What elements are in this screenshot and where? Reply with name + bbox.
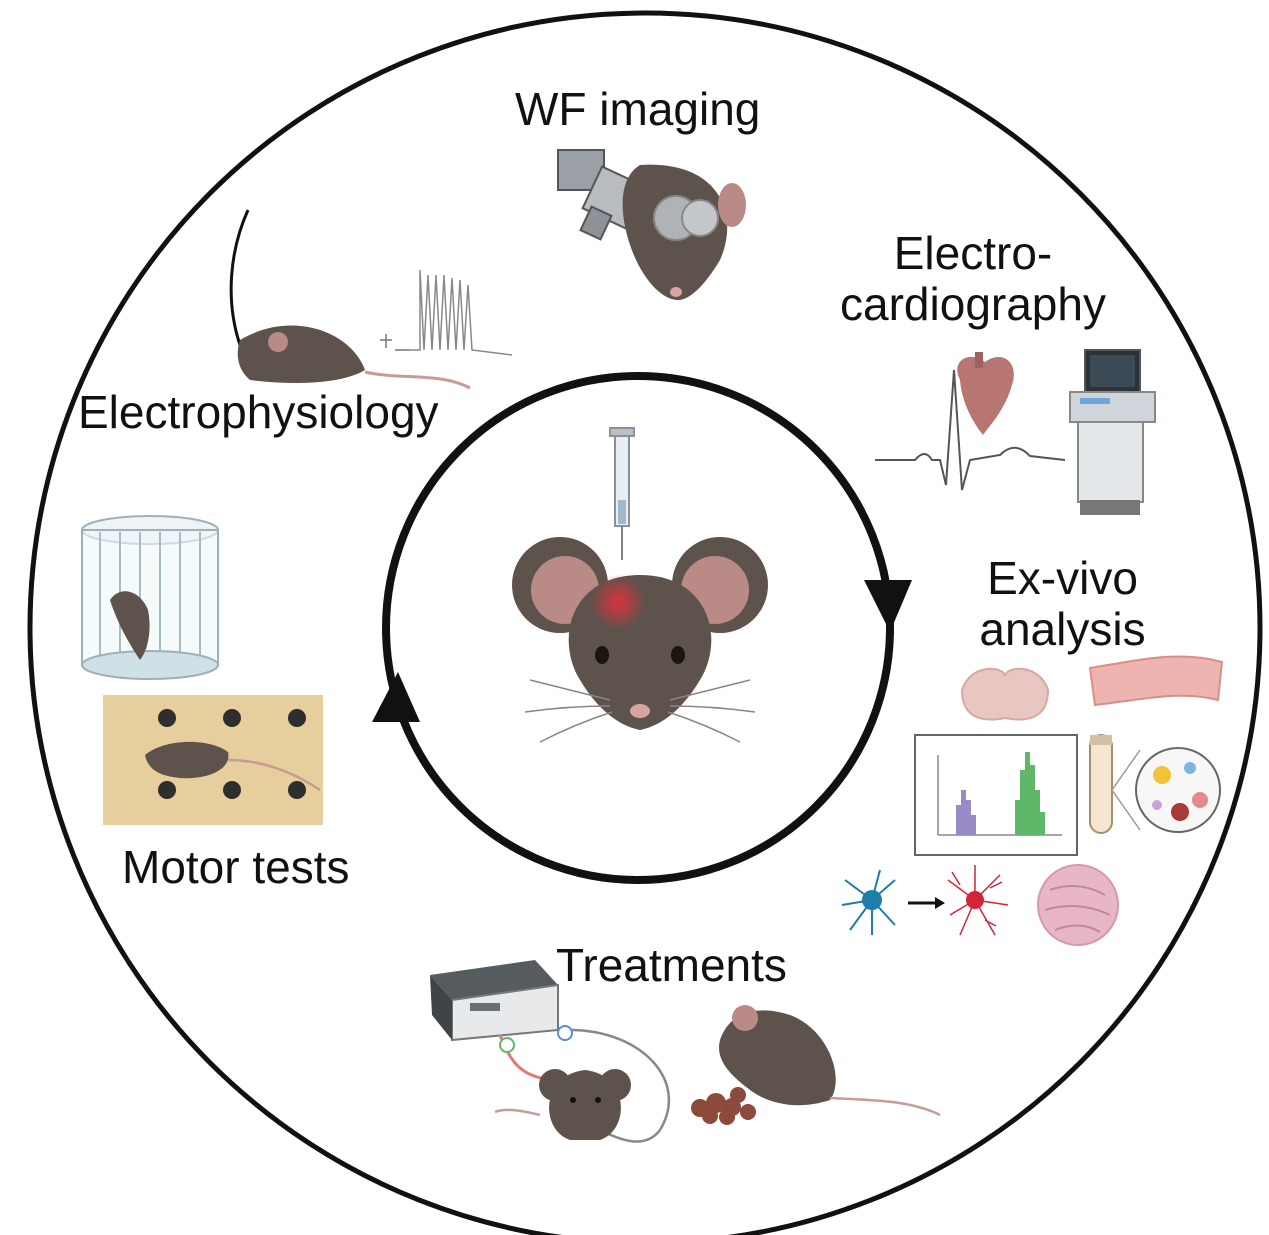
label-motor-tests: Motor tests xyxy=(122,841,350,893)
test-tube-icon xyxy=(1089,734,1113,834)
microglia-icon xyxy=(841,865,1009,936)
ecg-trace-icon xyxy=(875,369,1066,491)
label-exvivo-line2: analysis xyxy=(979,602,1146,655)
ultrasound-machine-icon xyxy=(1069,349,1156,515)
label-wf-imaging: WF imaging xyxy=(515,83,761,135)
electrode-mouse-icon xyxy=(229,209,471,390)
stimulated-mouse-icon xyxy=(494,1069,631,1140)
label-electrophysiology: Electrophysiology xyxy=(78,386,439,438)
stimulator-device-icon xyxy=(430,960,671,1143)
mouse-head-top-icon xyxy=(622,164,746,300)
cycle-arrow-left xyxy=(372,672,420,722)
cycle-arrow-right xyxy=(864,580,912,632)
brain-slice-icon xyxy=(960,667,1050,721)
label-electro-line2: cardiography xyxy=(840,277,1106,330)
grid-board-icon xyxy=(103,695,323,825)
spike-trace-icon xyxy=(380,269,513,356)
outer-circle xyxy=(27,10,1263,1235)
cylinder-cage-icon xyxy=(81,515,219,680)
histology-circle-icon xyxy=(1037,864,1119,946)
label-exvivo-analysis: Ex-vivo analysis xyxy=(955,553,1170,654)
label-exvivo-line1: Ex-vivo xyxy=(987,552,1138,604)
label-electrocardiography: Electro- cardiography xyxy=(818,228,1128,329)
heart-icon xyxy=(957,352,1014,435)
eating-mouse-icon xyxy=(691,1005,941,1125)
label-treatments: Treatments xyxy=(556,939,787,991)
syringe-icon xyxy=(609,427,635,560)
mouse-face-icon xyxy=(512,537,768,743)
magnified-cells-icon xyxy=(1111,747,1221,833)
muscle-tissue-icon xyxy=(1088,655,1224,707)
label-electro-line1: Electro- xyxy=(893,227,1053,279)
histogram-icon xyxy=(914,734,1078,856)
